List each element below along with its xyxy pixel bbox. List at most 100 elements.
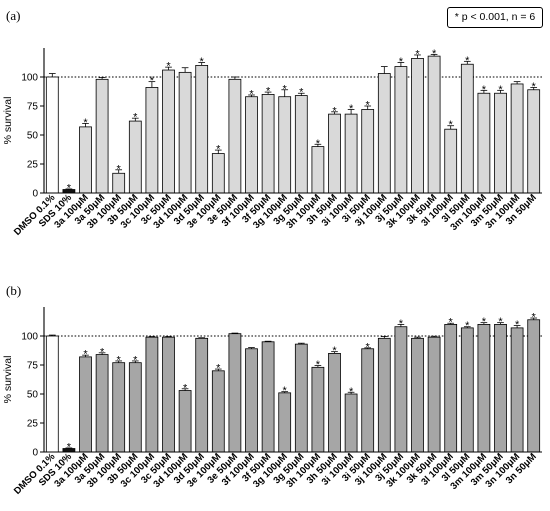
bar-24 xyxy=(444,324,458,453)
y-axis-title: % survival xyxy=(2,356,14,404)
bar-26 xyxy=(477,92,491,194)
significance-star-12: * xyxy=(249,88,254,100)
bar-24 xyxy=(444,128,458,194)
bar-25 xyxy=(460,327,474,453)
y-tick-label: 100 xyxy=(21,332,38,343)
significance-star-5: * xyxy=(133,112,138,124)
significance-star-18: * xyxy=(349,103,354,115)
bar-15 xyxy=(294,95,308,194)
significance-star-10: * xyxy=(216,144,221,156)
bar-19 xyxy=(361,109,375,194)
bar-2 xyxy=(79,356,92,453)
significance-star-14: * xyxy=(283,385,288,397)
bar-21 xyxy=(394,66,408,194)
y-tick-label: 75 xyxy=(27,102,39,113)
significance-star-25: * xyxy=(465,320,470,332)
significance-star-22: * xyxy=(415,48,420,60)
significance-star-7: * xyxy=(166,61,171,73)
significance-star-10: * xyxy=(216,363,221,375)
bar-13 xyxy=(261,341,275,453)
bar-6 xyxy=(145,87,159,194)
bar-9 xyxy=(195,337,209,453)
bar-0 xyxy=(45,335,59,453)
bar-11 xyxy=(228,78,242,194)
bar-9 xyxy=(195,65,209,194)
significance-star-6: * xyxy=(150,75,155,87)
bar-12 xyxy=(245,348,258,453)
significance-star-27: * xyxy=(498,316,503,328)
significance-star-3: * xyxy=(100,346,105,358)
bar-18 xyxy=(344,113,358,194)
bar-26 xyxy=(477,324,491,453)
bar-8 xyxy=(178,390,192,453)
bar-17 xyxy=(328,113,341,194)
bar-28 xyxy=(510,83,524,194)
y-tick-label: 100 xyxy=(21,73,38,84)
bar-7 xyxy=(162,69,175,194)
bar-17 xyxy=(328,353,341,453)
bar-7 xyxy=(162,336,175,453)
bar-28 xyxy=(510,327,524,453)
bar-14 xyxy=(278,96,292,194)
bar-4 xyxy=(112,362,126,453)
bar-14 xyxy=(278,392,292,453)
significance-star-19: * xyxy=(366,341,371,353)
bar-23 xyxy=(427,55,441,194)
bar-27 xyxy=(494,92,507,194)
bar-29 xyxy=(527,319,541,453)
significance-star-15: * xyxy=(299,87,304,99)
y-tick-label: 25 xyxy=(27,160,39,171)
bar-13 xyxy=(261,94,275,194)
significance-star-29: * xyxy=(532,312,537,324)
significance-star-17: * xyxy=(332,345,337,357)
bar-19 xyxy=(361,348,375,453)
bar-2 xyxy=(79,126,92,194)
y-axis-title: % survival xyxy=(2,97,14,145)
significance-star-4: * xyxy=(117,163,122,175)
significance-star-13: * xyxy=(266,86,271,98)
significance-star-2: * xyxy=(83,349,88,361)
bar-25 xyxy=(460,63,474,194)
bar-29 xyxy=(527,89,541,194)
significance-star-1: * xyxy=(67,182,72,194)
y-tick-label: 0 xyxy=(32,448,38,459)
significance-star-16: * xyxy=(316,138,321,150)
y-tick-label: 50 xyxy=(27,390,39,401)
bar-3 xyxy=(95,78,109,194)
significance-star-23: * xyxy=(432,48,437,60)
significance-star-21: * xyxy=(399,56,404,68)
bar-10 xyxy=(211,153,225,194)
bar-16 xyxy=(311,146,325,194)
bar-22 xyxy=(411,58,424,194)
bar-0 xyxy=(45,76,59,194)
panel-label-b: (b) xyxy=(6,283,22,298)
bar-3 xyxy=(95,354,109,453)
bar-20 xyxy=(377,337,391,453)
bar-20 xyxy=(377,73,391,194)
significance-star-1: * xyxy=(67,441,72,453)
significance-star-21: * xyxy=(399,318,404,330)
significance-star-14: * xyxy=(283,83,288,95)
bar-4 xyxy=(112,172,126,194)
significance-star-29: * xyxy=(532,81,537,93)
bar-18 xyxy=(344,393,358,453)
bar-6 xyxy=(145,336,159,453)
y-tick-label: 0 xyxy=(32,189,38,200)
significance-star-16: * xyxy=(316,359,321,371)
bar-16 xyxy=(311,366,325,453)
significance-star-5: * xyxy=(133,354,138,366)
significance-star-24: * xyxy=(449,119,454,131)
bar-15 xyxy=(294,343,308,453)
y-tick-label: 75 xyxy=(27,361,39,372)
significance-star-27: * xyxy=(498,84,503,96)
bar-5 xyxy=(128,362,142,453)
significance-star-18: * xyxy=(349,386,354,398)
significance-legend: * p < 0.001, n = 6 xyxy=(447,7,543,28)
significance-star-9: * xyxy=(200,56,205,68)
significance-star-25: * xyxy=(465,55,470,67)
bar-10 xyxy=(211,370,225,453)
significance-star-26: * xyxy=(482,316,487,328)
bar-12 xyxy=(245,96,258,194)
